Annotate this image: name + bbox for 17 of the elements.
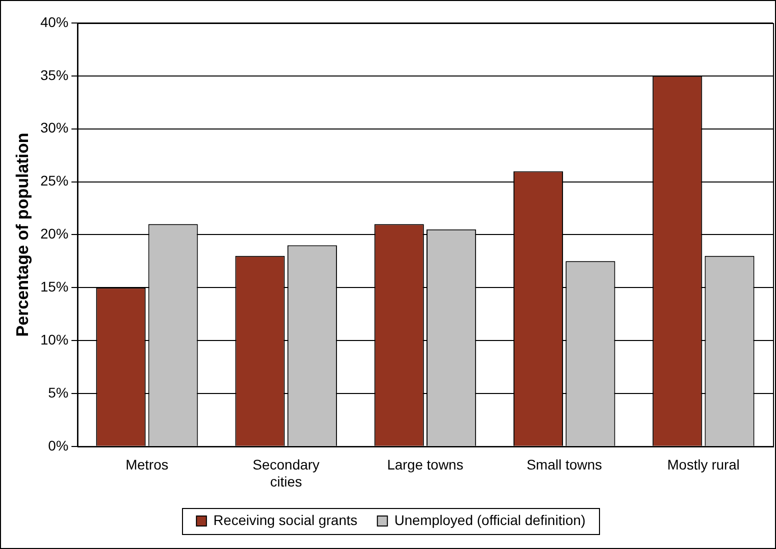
y-tick-label: 40% [40,14,68,30]
y-tick-label: 25% [40,172,68,189]
y-tick-label: 5% [48,384,68,400]
x-tick-label: Small towns [526,456,602,473]
x-tick-label: Metros [126,456,168,473]
x-tick-label: Secondary cities [252,456,320,490]
y-tick-label: 10% [40,331,68,348]
y-tick-label: 30% [40,120,68,136]
y-tick-label: 0% [48,437,68,454]
legend-label: Unemployed (official definition) [394,512,586,528]
y-tick-label: 35% [40,66,68,83]
y-axis-title: Percentage of population [12,132,32,337]
x-tick-label: Large towns [387,456,464,473]
legend-label: Receiving social grants [213,512,358,528]
y-tick-label: 15% [40,278,68,294]
x-tick-label: Mostly rural [667,456,740,473]
y-tick-label: 20% [40,226,68,242]
